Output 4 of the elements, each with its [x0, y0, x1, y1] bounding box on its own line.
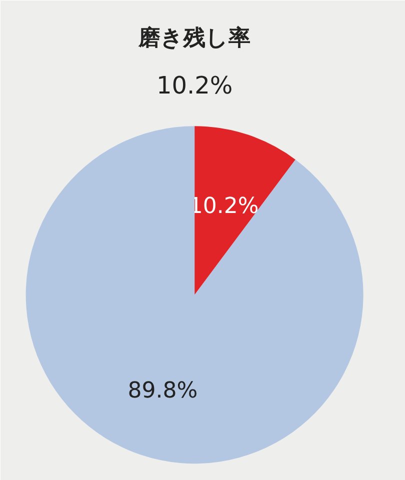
chart-title: 磨き残し率: [138, 24, 251, 51]
data-label: 10.2%: [188, 194, 259, 220]
data-label: 89.8%: [128, 378, 198, 404]
chart-subtitle: 10.2%: [156, 72, 233, 100]
